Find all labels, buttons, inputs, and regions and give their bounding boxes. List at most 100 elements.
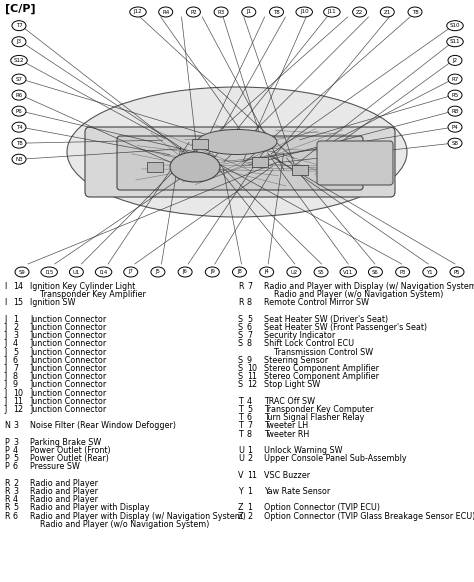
Text: J: J <box>4 347 6 357</box>
Text: T: T <box>238 397 243 406</box>
Ellipse shape <box>448 55 462 65</box>
Ellipse shape <box>423 267 437 277</box>
Text: Z: Z <box>238 512 244 521</box>
Ellipse shape <box>11 55 27 65</box>
Text: Y: Y <box>238 487 243 496</box>
Text: Junction Connector: Junction Connector <box>30 389 106 398</box>
FancyBboxPatch shape <box>85 127 395 197</box>
Text: R: R <box>4 512 9 521</box>
Text: Transmission Control SW: Transmission Control SW <box>264 347 373 357</box>
Text: R: R <box>4 479 9 488</box>
Text: 1: 1 <box>247 503 252 512</box>
Text: T7: T7 <box>16 23 22 28</box>
Ellipse shape <box>12 154 26 164</box>
Text: R6: R6 <box>15 93 23 98</box>
Text: Power Outlet (Rear): Power Outlet (Rear) <box>30 454 109 463</box>
Text: S10: S10 <box>450 23 460 28</box>
Text: 11: 11 <box>247 372 257 381</box>
Text: Upper Console Panel Sub-Assembly: Upper Console Panel Sub-Assembly <box>264 454 407 463</box>
Text: 2: 2 <box>13 323 18 332</box>
Ellipse shape <box>12 21 26 31</box>
Ellipse shape <box>353 7 366 17</box>
Text: S: S <box>238 323 243 332</box>
Text: 3: 3 <box>13 421 18 431</box>
Text: 8: 8 <box>13 372 18 381</box>
Text: Radio and Player: Radio and Player <box>30 479 98 488</box>
Text: Junction Connector: Junction Connector <box>30 364 106 373</box>
Ellipse shape <box>95 267 112 277</box>
Ellipse shape <box>396 267 410 277</box>
Text: 2: 2 <box>13 479 18 488</box>
Text: S: S <box>238 339 243 349</box>
Text: Seat Heater SW (Driver's Seat): Seat Heater SW (Driver's Seat) <box>264 315 388 324</box>
Text: VSC Buzzer: VSC Buzzer <box>264 471 310 480</box>
Text: T8: T8 <box>273 9 280 15</box>
Text: 3: 3 <box>13 331 18 340</box>
Ellipse shape <box>447 37 463 47</box>
Text: Ignition Key Cylinder Light: Ignition Key Cylinder Light <box>30 282 135 291</box>
Text: 5: 5 <box>13 454 18 463</box>
Text: J3: J3 <box>17 39 21 44</box>
Text: Radio and Player with Display: Radio and Player with Display <box>30 503 149 512</box>
Text: Option Connector (TVIP ECU): Option Connector (TVIP ECU) <box>264 503 380 512</box>
Text: P5: P5 <box>454 269 460 275</box>
Text: J6: J6 <box>182 269 188 275</box>
Text: 4: 4 <box>247 397 252 406</box>
Ellipse shape <box>448 106 462 116</box>
Text: J: J <box>4 356 6 365</box>
Text: J9: J9 <box>210 269 215 275</box>
Text: 7: 7 <box>247 331 252 340</box>
Ellipse shape <box>380 7 394 17</box>
Text: T8: T8 <box>411 9 419 15</box>
Text: P: P <box>4 446 9 455</box>
Ellipse shape <box>12 122 26 132</box>
Ellipse shape <box>448 90 462 100</box>
Text: T: T <box>238 430 243 439</box>
Text: P6: P6 <box>16 109 22 113</box>
Bar <box>292 165 308 175</box>
Text: J: J <box>4 405 6 414</box>
Text: Junction Connector: Junction Connector <box>30 372 106 381</box>
Text: Seat Heater SW (Front Passenger's Seat): Seat Heater SW (Front Passenger's Seat) <box>264 323 427 332</box>
Text: Steering Sensor: Steering Sensor <box>264 356 328 365</box>
Text: U: U <box>238 454 244 463</box>
Ellipse shape <box>296 7 312 17</box>
Text: U: U <box>238 446 244 455</box>
FancyBboxPatch shape <box>317 141 393 185</box>
Text: J5: J5 <box>155 269 160 275</box>
Text: 3: 3 <box>13 487 18 496</box>
Ellipse shape <box>368 267 383 277</box>
Text: 11: 11 <box>13 397 23 406</box>
Text: I: I <box>4 299 6 307</box>
Text: R: R <box>238 299 244 307</box>
Ellipse shape <box>408 7 422 17</box>
Text: Junction Connector: Junction Connector <box>30 315 106 324</box>
Text: Junction Connector: Junction Connector <box>30 405 106 414</box>
Text: TRAC Off SW: TRAC Off SW <box>264 397 315 406</box>
Text: Junction Connector: Junction Connector <box>30 397 106 406</box>
Text: T8: T8 <box>16 141 22 146</box>
Text: 10: 10 <box>13 389 23 398</box>
Text: Junction Connector: Junction Connector <box>30 381 106 389</box>
Text: 2: 2 <box>247 512 252 521</box>
Text: S7: S7 <box>16 77 22 81</box>
Text: 6: 6 <box>13 512 18 521</box>
Text: Parking Brake SW: Parking Brake SW <box>30 438 101 447</box>
Text: S: S <box>238 331 243 340</box>
Ellipse shape <box>233 267 246 277</box>
Text: Unlock Warning SW: Unlock Warning SW <box>264 446 343 455</box>
Text: U1: U1 <box>73 269 80 275</box>
Ellipse shape <box>214 7 228 17</box>
Ellipse shape <box>448 122 462 132</box>
Ellipse shape <box>12 90 26 100</box>
Text: 4: 4 <box>13 339 18 349</box>
Text: Stereo Component Amplifier: Stereo Component Amplifier <box>264 372 379 381</box>
Text: R: R <box>238 282 244 291</box>
Text: 5: 5 <box>13 347 18 357</box>
Text: J10: J10 <box>300 9 309 15</box>
Bar <box>252 157 268 167</box>
Ellipse shape <box>448 74 462 84</box>
Text: 14: 14 <box>13 282 23 291</box>
Text: I15: I15 <box>45 269 53 275</box>
Text: 7: 7 <box>13 364 18 373</box>
